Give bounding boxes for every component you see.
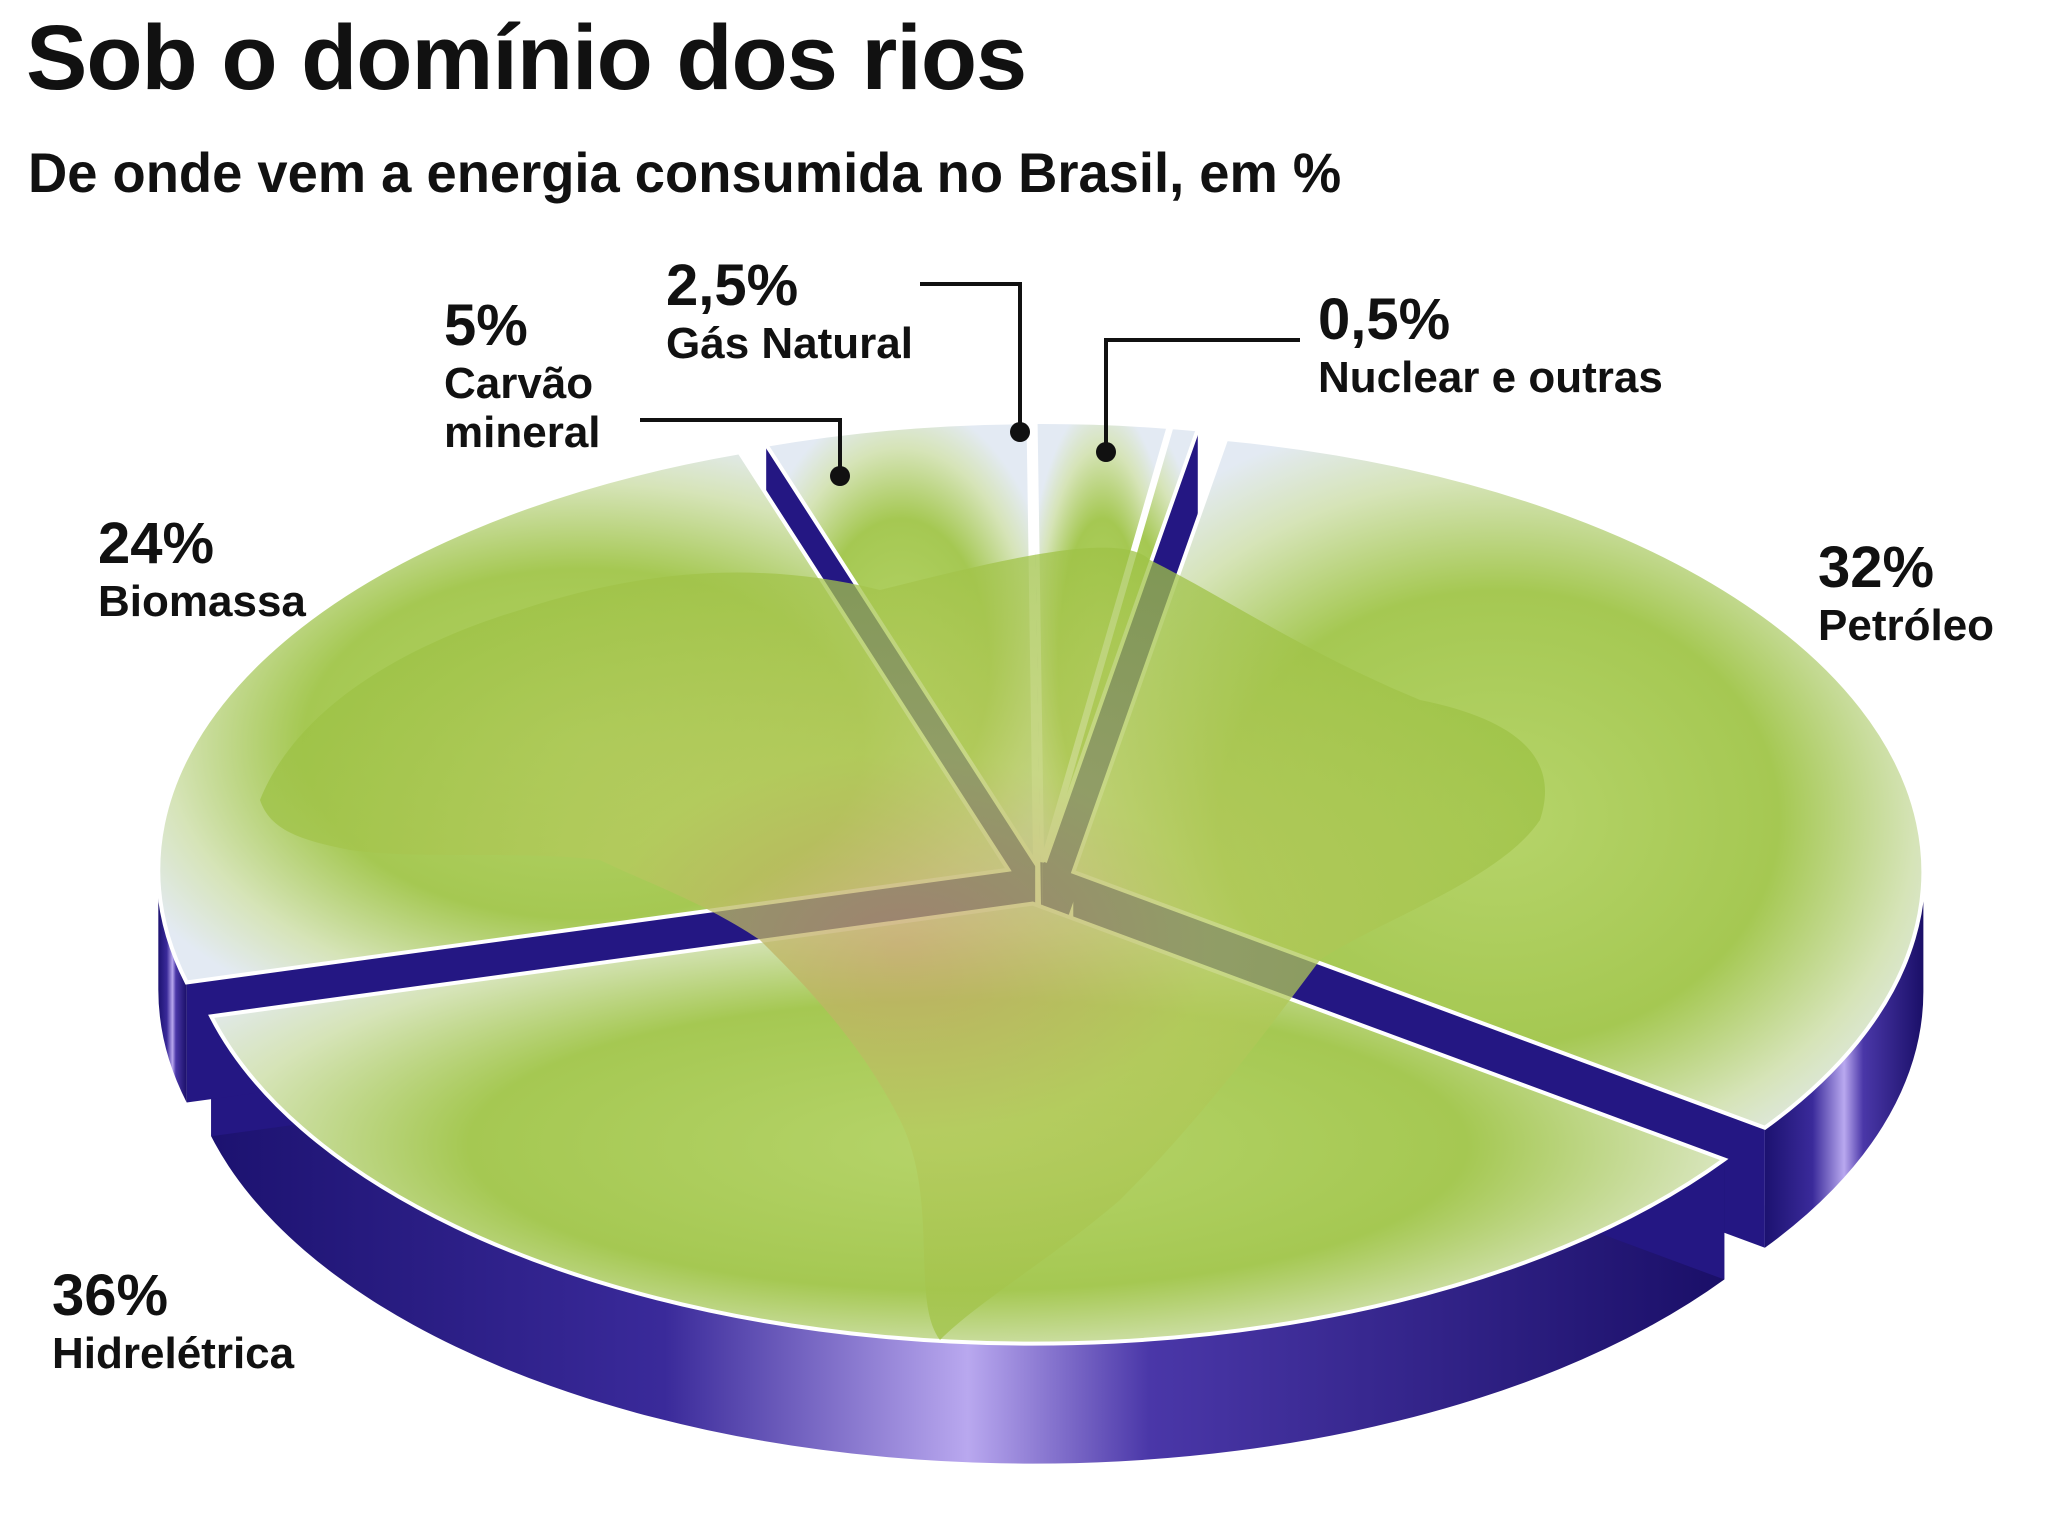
leader-line-4 bbox=[920, 282, 1022, 432]
label-biomassa-value: 24% bbox=[98, 511, 215, 576]
label-biomassa: 24% Biomassa bbox=[98, 511, 306, 626]
label-carvao-value: 5% bbox=[444, 293, 528, 358]
label-gas: 2,5% Gás Natural bbox=[666, 253, 913, 368]
label-nuclear-name: Nuclear e outras bbox=[1318, 352, 1663, 402]
pie-side-1 bbox=[211, 1016, 1725, 1464]
label-gas-value: 2,5% bbox=[666, 253, 799, 318]
brazil-map-texture bbox=[260, 547, 1545, 1340]
leader-dot-4 bbox=[1010, 422, 1030, 442]
label-hidreletrica: 36% Hidrelétrica bbox=[52, 1263, 295, 1378]
label-biomassa-name: Biomassa bbox=[98, 576, 306, 626]
label-gas-name: Gás Natural bbox=[666, 318, 913, 368]
label-nuclear-value: 0,5% bbox=[1318, 287, 1451, 352]
label-hidreletrica-value: 36% bbox=[52, 1263, 169, 1328]
chart-title: Sob o domínio dos rios bbox=[26, 7, 1027, 109]
brazil-map-shape bbox=[260, 547, 1545, 1340]
leader-dot-5 bbox=[1096, 442, 1116, 462]
label-petroleo-name: Petróleo bbox=[1818, 600, 1995, 650]
label-hidreletrica-name: Hidrelétrica bbox=[52, 1328, 295, 1378]
label-carvao: 5% Carvão mineral bbox=[444, 293, 644, 458]
chart-subtitle: De onde vem a energia consumida no Brasi… bbox=[28, 141, 1342, 204]
leader-dot-3 bbox=[830, 466, 850, 486]
label-nuclear: 0,5% Nuclear e outras bbox=[1318, 287, 1663, 402]
leader-line-3 bbox=[640, 418, 842, 476]
leader-line-5 bbox=[1104, 338, 1300, 452]
label-petroleo: 32% Petróleo bbox=[1818, 535, 1995, 650]
label-carvao-name: Carvão mineral bbox=[444, 358, 601, 458]
leader-lines bbox=[640, 282, 1300, 486]
label-petroleo-value: 32% bbox=[1818, 535, 1935, 600]
